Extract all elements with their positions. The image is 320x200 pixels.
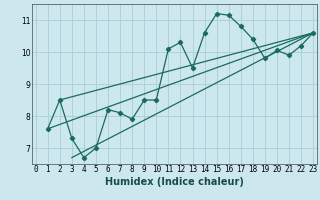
- X-axis label: Humidex (Indice chaleur): Humidex (Indice chaleur): [105, 177, 244, 187]
